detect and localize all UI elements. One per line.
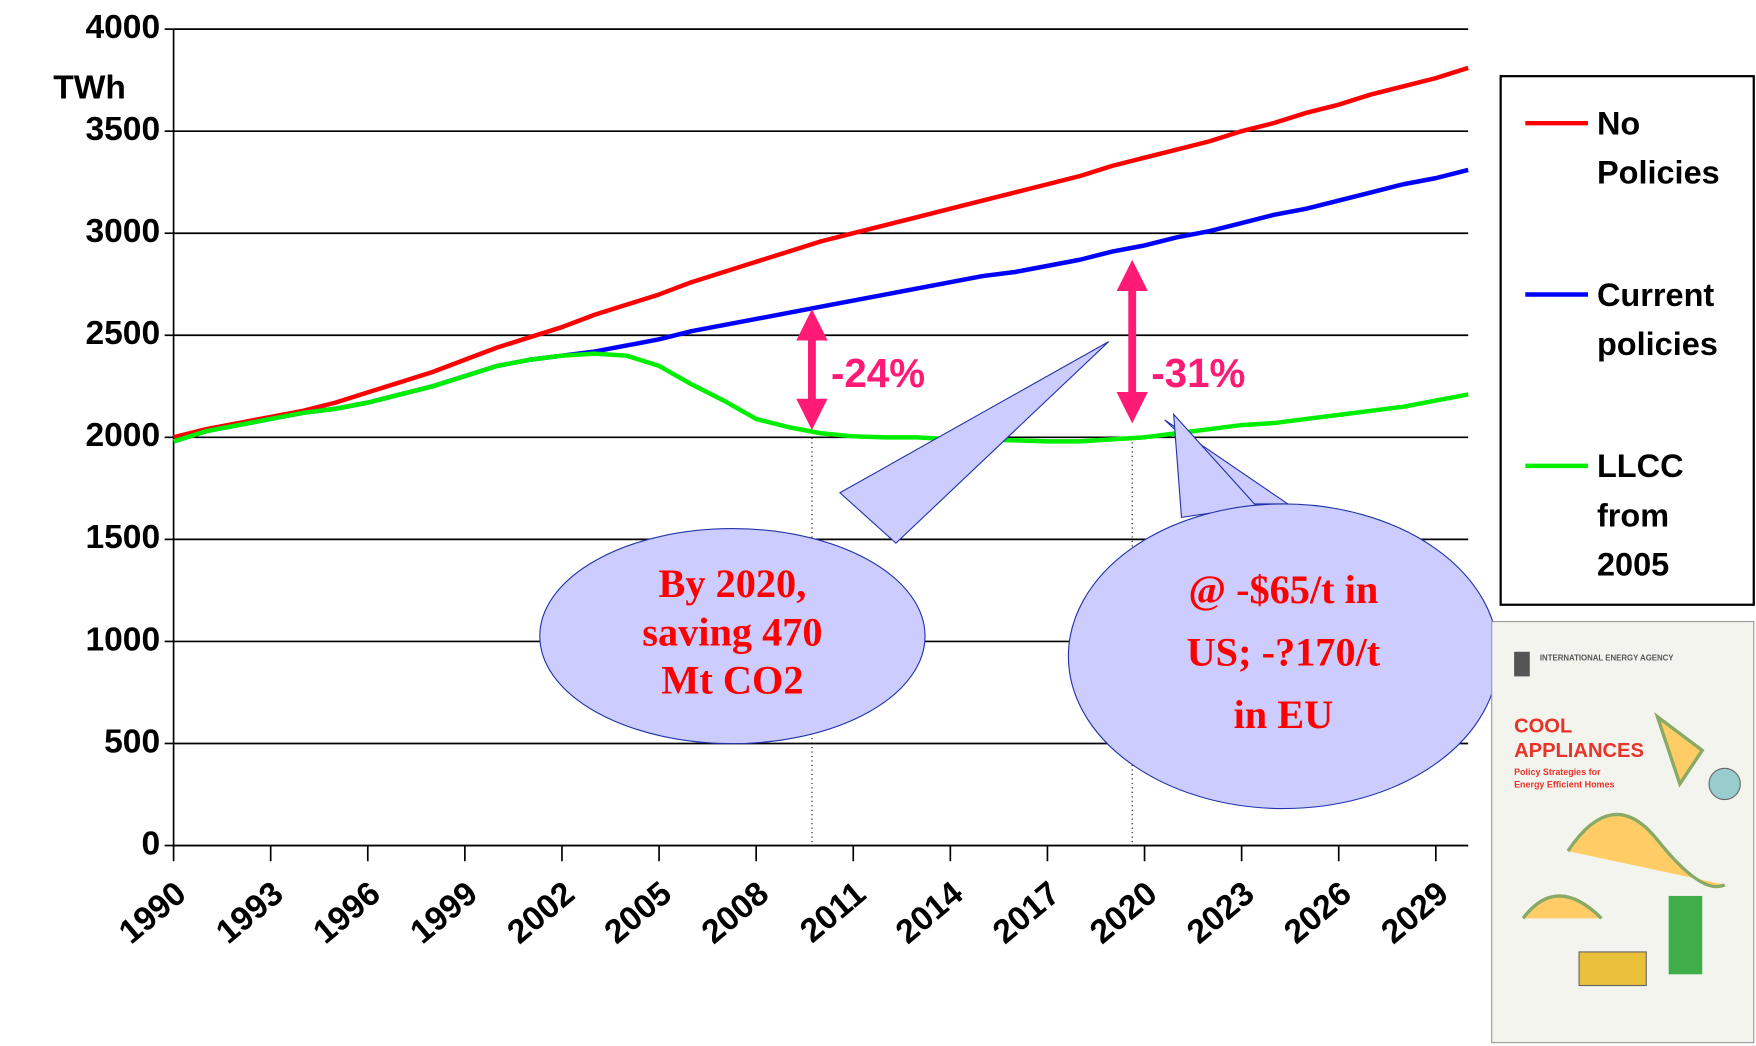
cover-logo	[1514, 651, 1530, 677]
x-tick-label: 1990	[112, 875, 193, 951]
y-tick-label: 0	[141, 825, 160, 862]
callout-text: US; -?170/t	[1187, 630, 1381, 675]
x-tick-label: 2017	[986, 875, 1067, 951]
cover-drawing	[1521, 712, 1726, 920]
cover-drawing	[1668, 895, 1703, 975]
y-tick-label: 3000	[85, 213, 160, 250]
x-tick-label: 2029	[1375, 875, 1456, 951]
y-tick-label: 2500	[85, 315, 160, 352]
annotation: -31%	[1151, 351, 1245, 396]
cover-title: COOL	[1514, 715, 1572, 737]
callout-text: in EU	[1234, 692, 1334, 737]
annotation: -24%	[831, 351, 925, 396]
x-tick-label: 2011	[793, 875, 873, 950]
legend-label: Current policies	[1597, 276, 1718, 361]
y-tick-label: 2000	[85, 417, 160, 454]
y-tick-label: 1500	[85, 519, 160, 556]
callout-pointer	[838, 341, 1110, 544]
x-tick-label: 1999	[404, 875, 485, 951]
line	[172, 351, 1469, 444]
y-tick-label: 1000	[85, 621, 160, 658]
book-cover: INTERNATIONAL ENERGY AGENCY COOL APPLIAN…	[1491, 620, 1755, 1044]
x-tick-label: 2008	[695, 875, 776, 951]
cover-subtitle: Energy Efficient Homes	[1514, 779, 1614, 789]
x-tick-label: 2002	[501, 875, 582, 951]
legend-label: No Policies	[1597, 105, 1720, 190]
legend-label: LLCC from 2005	[1597, 448, 1684, 583]
cover-publisher: INTERNATIONAL ENERGY AGENCY	[1540, 654, 1674, 663]
y-tick-label: 3500	[85, 111, 160, 148]
x-tick-label: 1993	[209, 875, 290, 951]
callout	[539, 528, 926, 745]
x-tick-label: 2005	[598, 875, 679, 951]
y-tick-label: 500	[104, 723, 160, 760]
y-unit: TWh	[53, 69, 126, 106]
callout-text: Mt CO2	[661, 658, 803, 703]
x-tick-label: 2026	[1278, 875, 1359, 951]
cover-drawing	[1708, 767, 1741, 801]
cover-subtitle: Policy Strategies for	[1514, 767, 1601, 777]
callout-text: @ -$65/t in	[1189, 567, 1379, 612]
cover-title: APPLIANCES	[1514, 740, 1644, 762]
callout-text: saving 470	[642, 609, 822, 654]
legend	[1499, 75, 1755, 606]
x-tick-label: 1996	[307, 875, 388, 951]
x-tick-label: 2023	[1180, 875, 1261, 951]
callout-text: By 2020,	[659, 561, 807, 606]
line	[173, 65, 1469, 440]
cover-drawing	[1578, 951, 1647, 987]
x-tick-label: 2020	[1083, 875, 1164, 951]
x-tick-label: 2014	[889, 875, 970, 952]
y-tick-label: 4000	[85, 9, 160, 46]
